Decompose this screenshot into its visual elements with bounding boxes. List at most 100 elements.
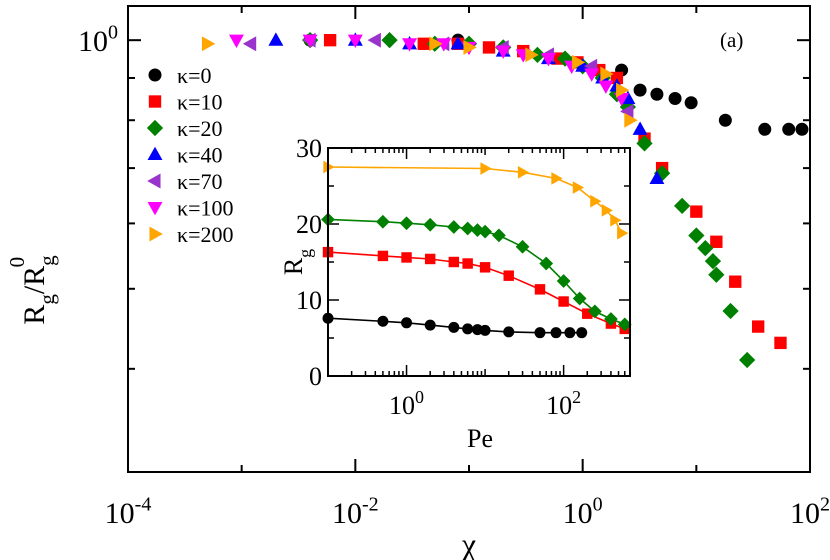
inset-background: [328, 148, 630, 376]
inset-x-tick-label: 102: [546, 387, 581, 420]
kappa-0-point-8: [758, 122, 772, 136]
inset-kappa-200-point-2: [517, 165, 530, 179]
main-y-axis-label: Rg/Rg0: [5, 255, 59, 325]
kappa-40-point-0: [268, 32, 284, 46]
inset-kappa-20-point-15: [617, 317, 632, 332]
legend-label-kappa-0: κ=0: [177, 63, 212, 88]
kappa-20-point-16: [704, 253, 722, 270]
main-y-tick-labels: 100: [78, 22, 118, 59]
inset-y-tick-label: 30: [296, 134, 322, 163]
main-x-tick-label: 100: [563, 493, 603, 530]
inset-x-axis-label: Pe: [467, 424, 493, 453]
main-x-tick-label: 102: [790, 493, 830, 530]
kappa-10-point-8: [610, 71, 624, 85]
y-label-sub1: g: [35, 294, 59, 305]
kappa-10-point-3: [482, 41, 496, 54]
inset-y-tick-label: 0: [309, 362, 322, 391]
kappa-100-point-11: [598, 80, 614, 94]
inset-kappa-20-point-7: [478, 224, 492, 239]
legend-kappa-0-marker: [148, 68, 162, 82]
inset-kappa-20-point-4: [446, 220, 461, 234]
kappa-20-point-14: [688, 227, 705, 244]
kappa-200-point-6: [616, 82, 630, 98]
kappa-200-point-0: [201, 36, 216, 52]
inset-kappa-200-point-5: [590, 194, 602, 208]
kappa-10-point-13: [729, 275, 742, 288]
kappa-20-point-6: [556, 50, 574, 67]
inset-kappa-10-point-9: [558, 296, 569, 307]
inset-plot-frame: [327, 147, 631, 377]
legend-kappa-200-marker: [149, 226, 163, 242]
inset-y-label-base: R: [279, 257, 308, 275]
kappa-20-point-1: [381, 32, 398, 49]
kappa-10-point-14: [752, 320, 765, 333]
kappa-20-point-18: [722, 302, 739, 320]
kappa-100-point-2: [347, 34, 363, 48]
kappa-100-point-0: [228, 34, 244, 48]
inset-kappa-20-point-10: [539, 256, 554, 271]
inset-kappa-200-point-1: [480, 162, 492, 175]
inset-line-kappa-20: [327, 218, 625, 326]
inset-series-kappa-0: [322, 312, 588, 339]
legend-kappa-100-marker: [147, 201, 163, 216]
legend-label-kappa-200: κ=200: [177, 222, 234, 247]
inset-kappa-10-point-4: [448, 256, 460, 268]
kappa-10-point-15: [774, 336, 787, 350]
legend-label-kappa-20: κ=20: [177, 116, 223, 141]
main-x-tick-labels: 10-4 10-2 100 102: [105, 493, 830, 530]
kappa-100-point-8: [540, 53, 556, 67]
inset-kappa-0-point-4: [448, 321, 460, 333]
kappa-0-point-7: [718, 113, 732, 127]
inset-kappa-20-point-9: [515, 239, 530, 254]
inset-kappa-20-point-11: [556, 274, 571, 288]
inset-kappa-0-point-12: [576, 327, 588, 339]
kappa-40-point-3: [450, 35, 466, 50]
kappa-100-point-4: [436, 38, 452, 52]
legend-label-kappa-70: κ=70: [177, 169, 223, 194]
kappa-0-point-10: [795, 122, 809, 136]
kappa-200-point-7: [624, 112, 638, 128]
main-chart: 10-4 10-2 100 102 100 (a) χ Rg/Rg0 κ=0κ=10κ…: [5, 5, 830, 560]
y-label-sup: 0: [5, 257, 29, 268]
inset-kappa-0-point-7: [479, 324, 491, 336]
kappa-0-point-4: [650, 87, 664, 101]
kappa-100-point-3: [402, 38, 418, 52]
kappa-200-point-4: [571, 54, 586, 70]
inset-y-tick-labels: 0 10 20 30: [296, 134, 322, 391]
inset-kappa-10-point-5: [462, 258, 473, 269]
inset-chart: 100 102 0 10 20 30 Pe Rg: [279, 134, 632, 453]
kappa-0-point-5: [668, 91, 682, 105]
series-kappa-0: [303, 33, 809, 136]
inset-series-kappa-20: [321, 212, 632, 332]
kappa-70-point-7: [620, 103, 634, 119]
kappa-40-point-11: [649, 170, 665, 185]
legend-label-kappa-10: κ=10: [177, 90, 223, 115]
inset-y-tick-label: 20: [296, 210, 322, 239]
inset-kappa-0-point-11: [564, 327, 576, 339]
inset-x-tick-labels: 100 102: [389, 387, 581, 420]
kappa-20-point-11: [636, 135, 653, 152]
inset-kappa-0-point-1: [377, 315, 389, 327]
main-x-axis-label: χ: [461, 526, 477, 560]
kappa-20-point-17: [708, 266, 725, 283]
y-label-sub2: g: [35, 255, 59, 266]
main-y-ticks: [128, 39, 810, 473]
kappa-0-point-6: [684, 96, 698, 110]
inset-kappa-20-point-14: [604, 312, 618, 326]
inset-kappa-0-point-5: [462, 323, 474, 335]
kappa-20-point-15: [697, 240, 714, 257]
inset-kappa-10-point-10: [582, 308, 593, 319]
inset-kappa-20-point-3: [423, 217, 438, 232]
inset-kappa-0-point-2: [401, 317, 413, 329]
kappa-100-point-1: [302, 34, 318, 48]
kappa-0-point-9: [782, 122, 796, 136]
inset-y-axis-label: Rg: [279, 249, 315, 275]
kappa-200-point-1: [429, 36, 443, 52]
inset-kappa-20-point-5: [460, 221, 475, 236]
y-label-slash: /R: [18, 266, 51, 294]
main-y-tick-label: 100: [78, 22, 118, 59]
main-x-tick-label: 10-4: [105, 493, 152, 530]
inset-kappa-20-point-13: [588, 304, 602, 319]
kappa-10-point-0: [323, 34, 337, 47]
